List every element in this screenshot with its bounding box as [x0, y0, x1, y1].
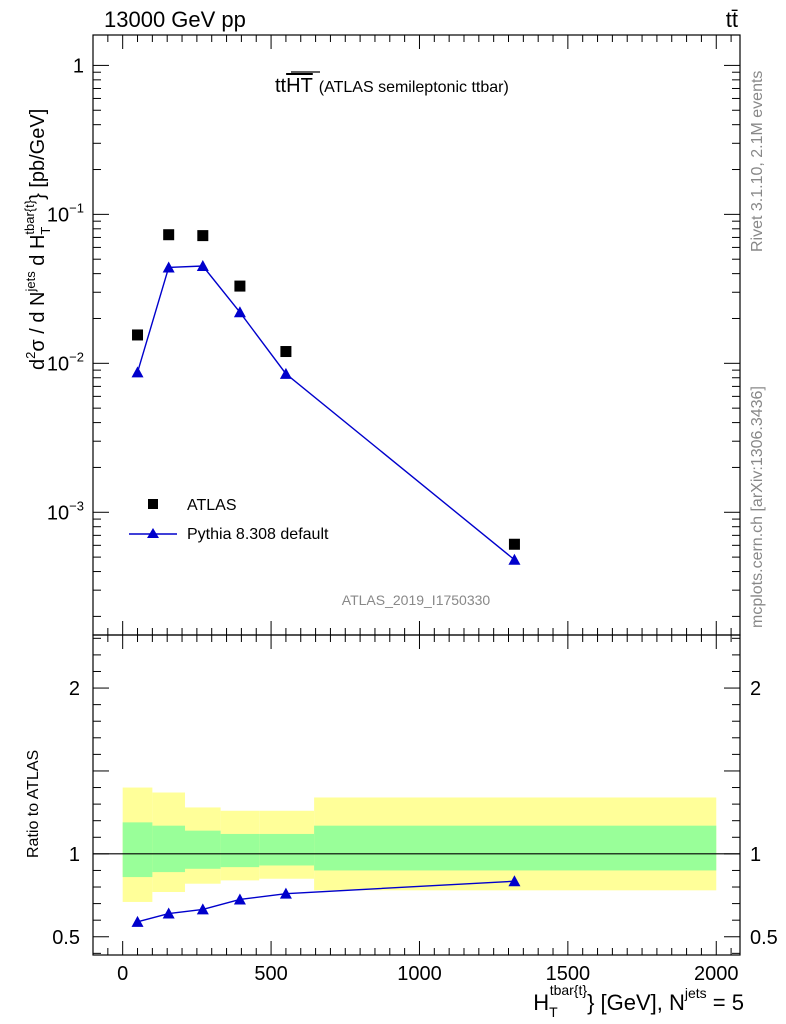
analysis-label: ATLAS_2019_I1750330 — [342, 592, 491, 608]
ratio-pythia-point — [279, 887, 292, 899]
title-suffix: (ATLAS semileptonic ttbar) — [319, 79, 509, 96]
x-tick-label: 500 — [254, 963, 287, 985]
plot-title: ttHT (ATLAS semileptonic ttbar) — [275, 75, 509, 97]
ratio-line — [131, 875, 521, 927]
ratio-pythia-point — [508, 875, 521, 887]
pythia-point — [196, 260, 209, 272]
data-points — [131, 229, 521, 565]
x-axis-label: HTtbar{t}} [GeV], Njets = 5 — [533, 982, 744, 1020]
ratio-pythia-point — [196, 903, 209, 915]
x-tick-label: 1000 — [397, 963, 442, 985]
atlas-point — [197, 230, 209, 242]
x-tick-label: 1500 — [546, 963, 591, 985]
pythia-point — [279, 367, 292, 379]
pythia-point — [131, 366, 144, 378]
ratio-y-tick-label-left: 2 — [69, 678, 80, 700]
atlas-point — [163, 229, 175, 241]
mcplots-label: mcplots.cern.ch [arXiv:1306.3436] — [749, 386, 766, 628]
green-band — [152, 825, 186, 873]
ratio-frame — [92, 634, 741, 956]
legend-label-pythia: Pythia 8.308 default — [187, 526, 329, 543]
atlas-point — [280, 346, 292, 358]
green-band — [185, 830, 221, 869]
ratio-pythia-point — [131, 915, 144, 927]
green-band — [314, 825, 717, 871]
legend-marker-atlas — [148, 499, 158, 509]
x-tick-label: 0 — [117, 963, 128, 985]
green-band — [220, 833, 260, 868]
rivet-label: Rivet 3.1.10, 2.1M events — [749, 71, 766, 252]
legend: ATLAS Pythia 8.308 default — [129, 497, 329, 543]
main-frame — [92, 34, 741, 636]
prediction-line — [136, 265, 515, 561]
ratio-y-tick-label-right: 2 — [750, 678, 761, 700]
main-y-tick-label: 1 — [73, 55, 84, 77]
title-overline: HT — [286, 75, 313, 97]
main-axis-ticks: 1 10−1 10−2 10−3 — [47, 35, 740, 635]
x-tick-label: 2000 — [694, 963, 739, 985]
green-band — [259, 833, 315, 866]
atlas-point — [508, 538, 520, 550]
main-y-tick-label: 10−2 — [47, 349, 84, 375]
main-y-tick-label: 10−1 — [47, 200, 84, 226]
pythia-point — [508, 553, 521, 565]
main-panel: 1 10−1 10−2 10−3 ttHT (ATLAS semileptonic tt… — [22, 34, 741, 636]
atlas-point — [132, 329, 144, 341]
ratio-pythia-point — [162, 907, 175, 919]
ratio-axis-ticks: 0 500 1000 1500 2000 0.5 0.5 1 1 2 2 — [52, 635, 778, 985]
ratio-pythia-point — [233, 893, 246, 905]
pythia-point — [162, 261, 175, 273]
ratio-y-axis-label: Ratio to ATLAS — [25, 750, 42, 858]
main-y-tick-label: 10−3 — [47, 498, 84, 524]
process-label: tt̄ — [726, 7, 738, 32]
legend-marker-pythia — [147, 528, 159, 538]
legend-label-atlas: ATLAS — [187, 497, 237, 514]
uncertainty-bands — [93, 787, 740, 902]
ratio-y-tick-label-left: 1 — [69, 844, 80, 866]
ratio-panel: 0 500 1000 1500 2000 0.5 0.5 1 1 2 2 Ratio to ATLA… — [25, 634, 778, 1020]
ratio-y-tick-label-right: 1 — [750, 844, 761, 866]
ratio-y-tick-label-left: 0.5 — [52, 927, 80, 949]
pythia-line — [136, 265, 515, 561]
green-band — [122, 822, 153, 878]
ratio-pythia-line — [137, 880, 515, 923]
ratio-y-tick-label-right: 0.5 — [750, 927, 778, 949]
main-y-axis-label: d2σ / d Njets d HTtbar{t}} [pb/GeV] — [22, 109, 53, 370]
pythia-point — [233, 306, 246, 318]
title-main: tt — [275, 75, 287, 97]
energy-label: 13000 GeV pp — [104, 7, 246, 32]
atlas-point — [234, 280, 246, 292]
